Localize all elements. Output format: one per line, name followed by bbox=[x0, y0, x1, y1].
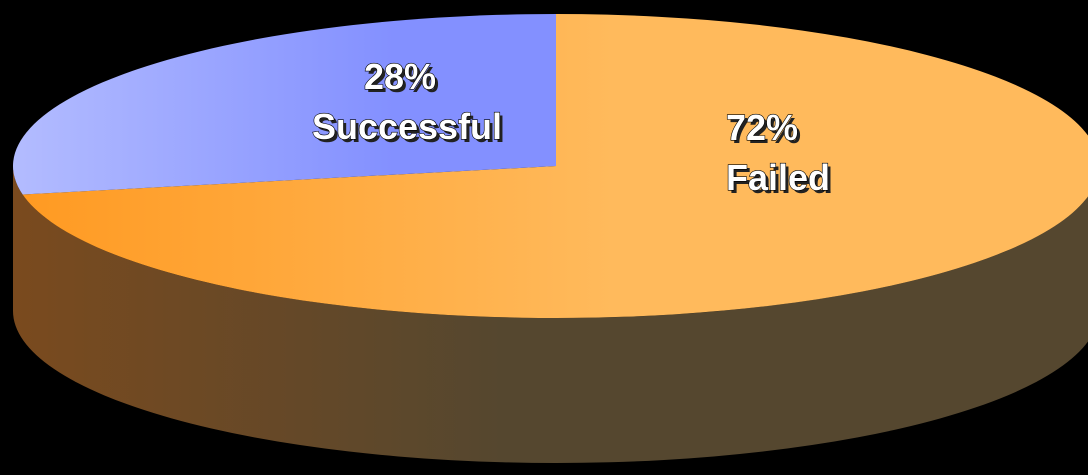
pie-side-wall bbox=[13, 166, 1088, 463]
svg-text:Successful: Successful bbox=[315, 109, 505, 150]
slice-name-successful: Successful bbox=[312, 106, 502, 147]
svg-text:72%: 72% bbox=[729, 110, 801, 151]
svg-text:Failed: Failed bbox=[729, 160, 833, 201]
slice-label-failed: 72% Failed 72% Failed bbox=[725, 106, 833, 201]
slice-label-successful: 28% Successful 28% Successful bbox=[311, 55, 505, 150]
svg-text:28%: 28% bbox=[367, 59, 439, 100]
slice-percent-successful: 28% bbox=[364, 56, 436, 97]
pie-slice-successful bbox=[13, 14, 557, 195]
pie-slice-failed bbox=[22, 14, 1088, 318]
slice-name-failed: Failed bbox=[726, 157, 830, 198]
slice-percent-failed: 72% bbox=[726, 107, 798, 148]
